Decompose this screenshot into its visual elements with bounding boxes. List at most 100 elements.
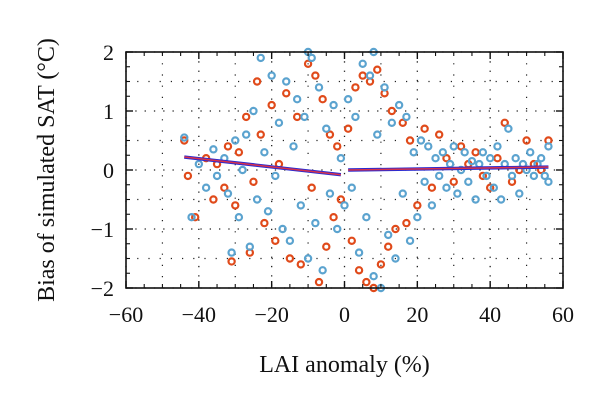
scatter-point xyxy=(209,195,218,204)
scatter-point xyxy=(318,266,327,275)
y-tick-label: 1 xyxy=(103,99,114,124)
scatter-point xyxy=(394,100,404,110)
scatter-point xyxy=(241,112,251,122)
scatter-point xyxy=(420,124,429,133)
scatter-point xyxy=(325,189,335,198)
y-tick-label: 2 xyxy=(103,40,114,65)
scatter-point xyxy=(442,183,451,192)
scatter-point xyxy=(507,171,517,181)
x-tick-labels: −60 −40 −20 0 20 40 60 xyxy=(109,302,574,327)
scatter-point xyxy=(325,130,335,139)
x-tick-label: 40 xyxy=(479,302,501,327)
scatter-point xyxy=(529,171,539,181)
scatter-point xyxy=(292,94,302,104)
scatter-point xyxy=(402,218,411,228)
scatter-point xyxy=(223,142,233,151)
scatter-point xyxy=(376,260,386,269)
scatter-point xyxy=(526,148,535,157)
scatter-point xyxy=(471,195,480,204)
scatter-point xyxy=(354,248,364,257)
y-tick-label: −2 xyxy=(91,276,114,301)
scatter-point xyxy=(220,183,229,192)
scatter-point xyxy=(478,148,488,157)
scatter-point xyxy=(271,171,280,181)
x-tick-label: −60 xyxy=(109,302,143,327)
scatter-point xyxy=(351,112,360,122)
scatter-point xyxy=(311,218,320,228)
x-tick-label: −20 xyxy=(254,302,288,327)
scatter-point xyxy=(336,195,346,204)
scatter-point xyxy=(285,254,295,263)
scatter-point xyxy=(347,183,356,192)
scatter-point xyxy=(453,189,462,198)
scatter-point xyxy=(292,112,302,122)
scatter-point xyxy=(434,171,444,181)
scatter-point xyxy=(413,201,422,210)
scatter-point xyxy=(471,148,480,157)
scatter-point xyxy=(343,94,353,104)
scatter-point xyxy=(504,124,513,133)
scatter-point xyxy=(416,136,426,145)
scatter-point xyxy=(180,133,189,142)
scatter-point xyxy=(445,159,455,169)
scatter-point xyxy=(511,153,520,163)
x-tick-label: 60 xyxy=(552,302,574,327)
scatter-point xyxy=(391,224,400,234)
scatter-point xyxy=(209,145,218,154)
scatter-point xyxy=(493,142,502,151)
scatter-point xyxy=(391,254,400,263)
scatter-point xyxy=(212,171,222,181)
scatter-point xyxy=(329,100,338,110)
scatter-point xyxy=(431,153,440,163)
scatter-point xyxy=(496,195,506,204)
scatter-point xyxy=(252,77,262,86)
scatter-point xyxy=(311,71,320,80)
scatter-point xyxy=(365,71,375,80)
scatter-point xyxy=(409,148,418,157)
fit-lines xyxy=(184,155,549,177)
scatter-point xyxy=(427,201,437,210)
scatter-point xyxy=(427,183,437,192)
scatter-point xyxy=(467,156,477,166)
scatter-point xyxy=(362,277,371,287)
scatter-point xyxy=(307,53,316,63)
scatter-point xyxy=(285,236,295,245)
scatter-point xyxy=(540,171,549,181)
scatter-point xyxy=(296,260,305,269)
scatter-point xyxy=(340,201,349,210)
scatter-point xyxy=(485,153,495,163)
scatter-point xyxy=(354,266,364,275)
scatter-point xyxy=(252,195,262,204)
scatter-point xyxy=(263,207,273,216)
scatter-point xyxy=(180,136,189,145)
scatter-point xyxy=(271,236,280,245)
scatter-point xyxy=(201,183,211,192)
scatter-point xyxy=(322,242,331,251)
scatter-point xyxy=(351,83,360,92)
x-tick-label: −40 xyxy=(182,302,216,327)
scatter-point xyxy=(358,59,367,69)
scatter-point xyxy=(522,136,531,145)
scatter-point xyxy=(343,124,353,133)
scatter-point xyxy=(358,71,367,80)
scatter-point xyxy=(318,94,327,104)
scatter-point xyxy=(231,136,240,145)
scatter-point xyxy=(384,230,393,240)
scatter-point xyxy=(515,189,524,198)
scatter-point xyxy=(278,224,287,234)
scatter-point xyxy=(303,59,313,69)
scatter-point xyxy=(256,130,265,139)
scatter-point xyxy=(398,118,407,128)
scatter-point xyxy=(223,189,233,198)
scatter-point xyxy=(500,118,509,128)
scatter-point xyxy=(434,130,444,139)
scatter-point xyxy=(413,212,422,222)
scatter-point xyxy=(260,148,269,157)
scatter-point xyxy=(475,159,484,169)
scatter-point xyxy=(249,106,258,116)
scatter-point xyxy=(493,153,502,163)
scatter-point xyxy=(303,254,313,263)
scatter-point xyxy=(369,272,378,281)
scatter-point xyxy=(227,248,236,257)
